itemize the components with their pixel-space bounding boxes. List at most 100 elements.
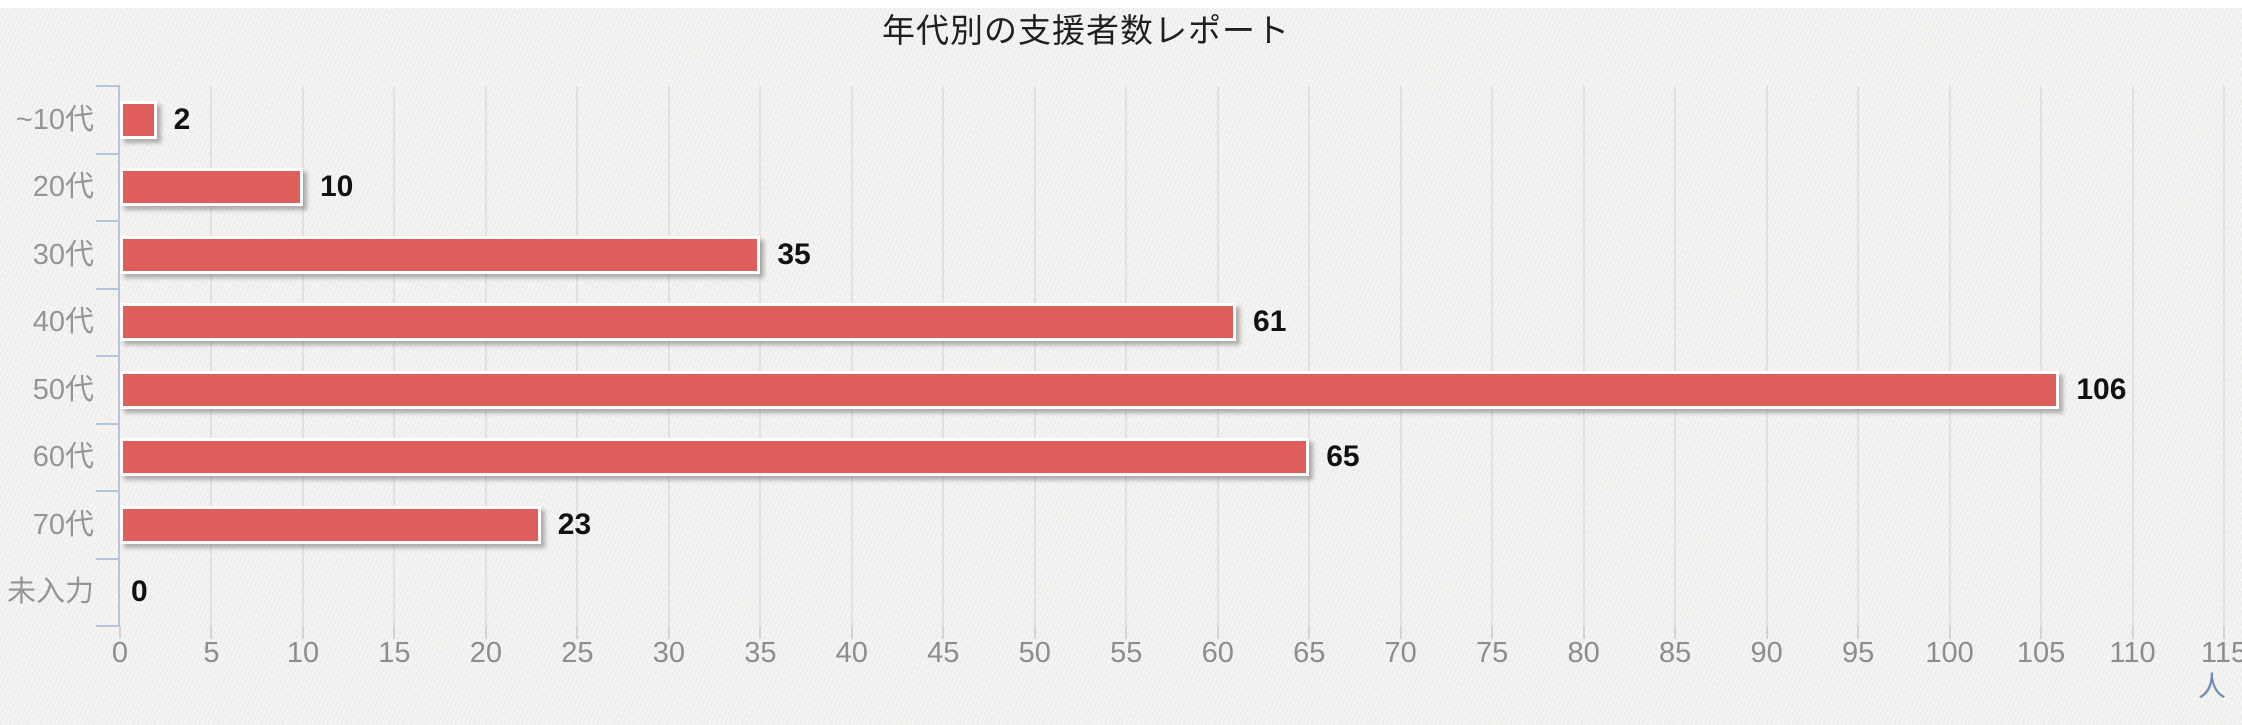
gridline: [210, 86, 213, 626]
bar-value-label: 2: [173, 102, 191, 136]
x-axis-tick: [1216, 626, 1219, 639]
bar-value-label: 61: [1253, 305, 1287, 339]
gridline: [1308, 86, 1311, 626]
gridline: [2040, 86, 2043, 626]
x-tick-label: 85: [1658, 637, 1692, 669]
gridline: [759, 86, 762, 626]
gridline: [1674, 86, 1677, 626]
x-tick-label: 15: [378, 637, 411, 669]
x-axis-tick: [1948, 626, 1951, 639]
x-axis-tick: [576, 626, 579, 639]
bar-value-label: 106: [2076, 372, 2127, 406]
gridline: [1857, 86, 1860, 626]
x-axis-tick: [2131, 626, 2134, 639]
x-axis-tick: [850, 626, 853, 639]
gridline: [942, 86, 945, 626]
gridline: [1216, 86, 1219, 626]
x-tick-label: 95: [1841, 637, 1875, 669]
gridline: [393, 86, 396, 626]
y-axis-tick: [96, 557, 120, 560]
x-tick-label: 25: [561, 637, 594, 669]
gridline: [1948, 86, 1951, 626]
category-label: 70代: [32, 508, 94, 541]
x-tick-label: 40: [835, 637, 868, 669]
x-tick-label: 70: [1384, 637, 1417, 669]
gridline: [576, 86, 579, 626]
x-tick-label: 5: [203, 637, 220, 669]
category-label: ~10代: [15, 103, 94, 136]
x-tick-label: 115: [2200, 637, 2242, 669]
bar-value-label: 0: [131, 575, 148, 609]
x-axis-tick: [210, 626, 213, 639]
x-axis-tick: [393, 626, 396, 639]
y-axis-tick: [96, 85, 120, 87]
y-axis-tick: [96, 355, 120, 357]
gridline: [2131, 86, 2134, 626]
x-axis-tick: [667, 626, 670, 639]
x-tick-label: 10: [286, 637, 320, 669]
gridline: [667, 86, 670, 626]
gridline: [1125, 86, 1128, 626]
x-axis-tick: [301, 626, 304, 639]
x-axis-tick: [2223, 626, 2225, 639]
top-margin-strip: [0, 0, 2242, 8]
y-axis-tick: [96, 625, 120, 627]
x-axis-tick: [1125, 626, 1128, 639]
category-label: 40代: [32, 306, 94, 339]
y-axis-tick: [96, 422, 120, 425]
bar: [120, 370, 2060, 409]
x-tick-label: 0: [111, 637, 129, 669]
x-tick-label: 65: [1293, 637, 1326, 669]
x-axis-tick: [1033, 626, 1036, 639]
bar-value-label: 23: [557, 507, 592, 541]
bar: [120, 303, 1237, 342]
x-tick-label: 50: [1018, 637, 1051, 669]
x-tick-label: 90: [1750, 637, 1783, 669]
x-axis-tick: [942, 626, 945, 639]
x-tick-label: 35: [744, 637, 777, 669]
gridline: [484, 86, 487, 626]
x-axis-tick: [1765, 626, 1768, 639]
x-axis-tick: [1582, 626, 1585, 639]
x-tick-label: 80: [1567, 637, 1600, 669]
category-label: 未入力: [6, 576, 94, 609]
x-axis-tick: [2040, 626, 2043, 639]
x-tick-label: 105: [2016, 637, 2066, 669]
bar-value-label: 65: [1326, 440, 1360, 474]
x-axis-tick: [1399, 626, 1402, 639]
x-axis-tick: [1857, 626, 1860, 639]
x-axis-tick: [1308, 626, 1311, 639]
category-label: 50代: [32, 373, 94, 406]
x-tick-label: 20: [469, 637, 503, 669]
gridline: [1582, 86, 1585, 626]
y-axis-tick: [96, 220, 120, 222]
bar: [120, 505, 541, 544]
bar-value-label: 35: [777, 237, 811, 271]
x-tick-label: 45: [927, 637, 960, 669]
gridline: [2223, 86, 2225, 626]
chart-title: 年代別の支援者数レポート: [882, 12, 1290, 49]
x-tick-label: 110: [2109, 637, 2156, 669]
x-axis-tick: [759, 626, 762, 639]
category-label: 30代: [32, 238, 94, 271]
y-axis-tick: [96, 490, 120, 492]
gridline: [301, 86, 304, 626]
gridline: [1765, 86, 1768, 626]
gridline: [1033, 86, 1036, 626]
bar: [120, 438, 1310, 477]
x-tick-label: 75: [1476, 637, 1509, 669]
bar: [120, 168, 303, 207]
gridline: [1491, 86, 1494, 626]
x-axis-tick: [1491, 626, 1494, 639]
x-axis-tick: [484, 626, 487, 639]
category-label: 20代: [32, 171, 94, 204]
x-tick-label: 100: [1925, 637, 1974, 669]
x-axis-tick: [1674, 626, 1677, 639]
y-axis-tick: [96, 287, 120, 290]
gridline: [850, 86, 853, 626]
x-tick-label: 60: [1201, 637, 1234, 669]
bar-value-label: 10: [319, 170, 354, 204]
bar: [120, 100, 157, 139]
